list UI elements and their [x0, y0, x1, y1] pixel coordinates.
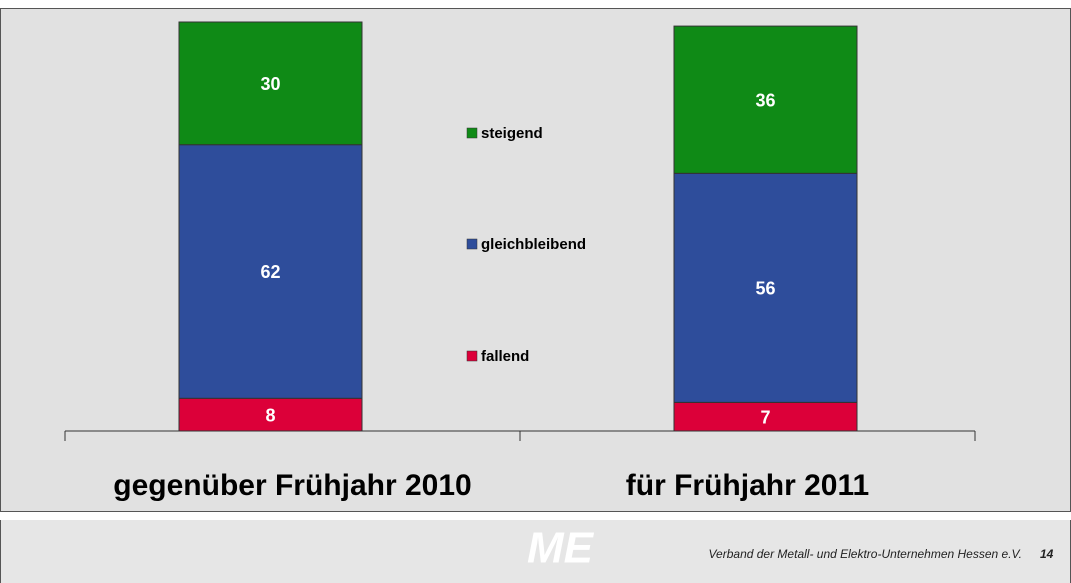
data-label: 62: [260, 262, 280, 282]
legend-swatch: [466, 238, 478, 250]
page-number: 14: [1040, 547, 1054, 561]
data-label: 30: [260, 74, 280, 94]
legend-swatch: [466, 127, 478, 139]
bar-segment: [178, 397, 363, 432]
bar-segment: [673, 25, 858, 174]
x-tick-label: für Frühjahr 2011: [626, 469, 869, 502]
data-label: 56: [755, 279, 775, 299]
data-label: 36: [755, 90, 775, 110]
legend-label: gleichbleibend: [481, 236, 586, 253]
bar-segment: [178, 144, 363, 399]
data-label: 7: [760, 407, 770, 427]
data-label: 8: [265, 405, 275, 425]
chart-area: [0, 8, 1071, 512]
bar-segment: [178, 21, 363, 146]
x-tick-label: gegenüber Frühjahr 2010: [113, 469, 471, 502]
bar-segment: [673, 172, 858, 403]
legend-label: steigend: [481, 125, 543, 142]
footer-band: [0, 520, 1071, 583]
legend-label: fallend: [481, 348, 529, 365]
legend-swatch: [466, 350, 478, 362]
logo: ME: [527, 524, 595, 573]
footer-text: Verband der Metall- und Elektro-Unterneh…: [709, 547, 1023, 561]
